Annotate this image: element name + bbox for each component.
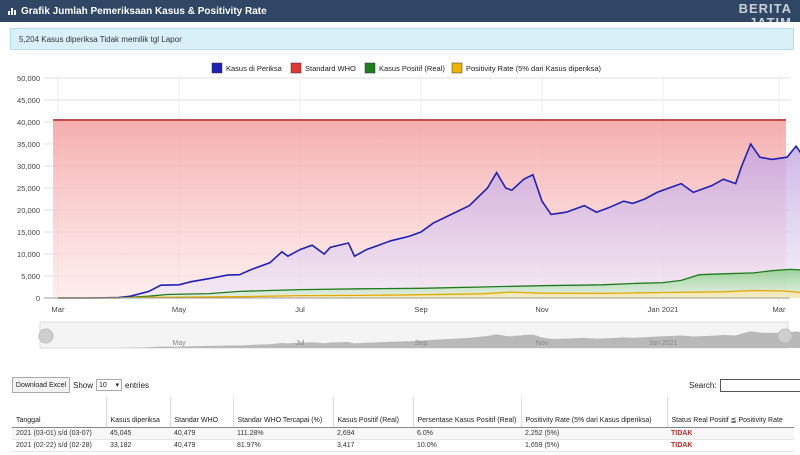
table-cell: 40,479 xyxy=(170,439,233,452)
table-cell: 2021 (02-22) s/d (02-28) xyxy=(12,439,106,452)
table-cell: 1,659 (5%) xyxy=(521,439,667,452)
data-table: Tanggal Kasus diperiksa Standar WHO Stan… xyxy=(12,397,794,452)
navigator-tick-label: Sep xyxy=(415,340,428,347)
x-tick-label: Mar xyxy=(773,305,786,314)
positif-line xyxy=(58,268,800,299)
y-tick-label: 5,000 xyxy=(21,272,40,281)
range-navigator[interactable]: May Jul Sep Nov Jan 2021 xyxy=(38,321,800,349)
table-cell: 10.0% xyxy=(413,439,521,452)
chart-header: Grafik Jumlah Pemeriksaan Kasus & Positi… xyxy=(0,0,800,22)
x-tick-label: Jul xyxy=(295,305,305,314)
entries-label: entries xyxy=(125,380,150,390)
legend-swatch xyxy=(211,62,223,74)
table-cell: 111.28% xyxy=(233,427,333,440)
table-row: 2021 (03-01) s/d (03-07) 45,045 40,479 1… xyxy=(12,427,794,440)
y-tick-label: 25,000 xyxy=(17,184,40,193)
column-header[interactable]: Status Real Positif ≦ Positivity Rate xyxy=(666,397,794,428)
column-header[interactable]: Tanggal xyxy=(12,397,106,428)
chart-legend: Kasus di Periksa Standard WHO Kasus Positi… xyxy=(211,62,602,74)
kasus-line xyxy=(58,142,800,299)
rate-line xyxy=(58,289,800,299)
column-header[interactable]: Kasus diperiksa xyxy=(105,397,170,428)
y-tick-label: 30,000 xyxy=(17,162,40,171)
x-axis: Mar May Jul Sep Nov Jan 2021 Mar xyxy=(44,297,790,314)
positif-area xyxy=(58,269,800,298)
search-input[interactable] xyxy=(719,379,800,392)
search-label: Search: xyxy=(689,381,717,390)
entries-control: Show 10 ▾ entries xyxy=(73,379,149,391)
y-tick-label: 15,000 xyxy=(17,228,40,237)
column-header[interactable]: Persentase Kasus Positif (Real) xyxy=(412,397,521,428)
column-header[interactable]: Standar WHO Tercapai (%) xyxy=(232,397,333,428)
x-tick-label: Sep xyxy=(414,305,427,314)
navigator-series xyxy=(58,331,800,348)
x-tick-label: Jan 2021 xyxy=(648,305,679,314)
table-cell: 2,694 xyxy=(333,427,413,440)
legend-item: Standard WHO xyxy=(305,64,356,73)
legend-item: Kasus di Periksa xyxy=(226,64,283,73)
legend-swatch xyxy=(451,62,463,74)
y-tick-label: 10,000 xyxy=(17,250,40,259)
rate-area xyxy=(58,290,800,298)
column-header[interactable]: Standar WHO xyxy=(169,397,233,428)
navigator-tick-label: Jan 2021 xyxy=(649,340,678,347)
download-excel-button[interactable]: Download Excel xyxy=(12,377,70,393)
x-tick-label: Mar xyxy=(52,305,65,314)
status-badge: TIDAK xyxy=(667,439,794,452)
chart-header-title: Grafik Jumlah Pemeriksaan Kasus & Positi… xyxy=(21,5,267,17)
area-chart: Kasus di Periksa Standard WHO Kasus Positi… xyxy=(17,62,800,349)
legend-swatch xyxy=(364,62,376,74)
table-header-row: Tanggal Kasus diperiksa Standar WHO Stan… xyxy=(12,397,794,428)
table-cell: 3,417 xyxy=(333,439,413,452)
status-badge: TIDAK xyxy=(667,427,794,440)
chart-plot xyxy=(53,119,800,299)
y-tick-label: 40,000 xyxy=(17,118,40,127)
y-tick-label: 35,000 xyxy=(17,140,40,149)
legend-item: Positivity Rate (5% dari Kasus diperiksa… xyxy=(466,64,602,73)
x-tick-label: May xyxy=(172,305,186,314)
y-tick-label: 20,000 xyxy=(17,206,40,215)
kasus-area xyxy=(58,144,800,298)
chevron-down-icon: ▾ xyxy=(115,382,120,389)
navigator-tick-label: Nov xyxy=(536,340,549,347)
table-cell: 40,479 xyxy=(170,427,233,440)
table-row: 2021 (02-22) s/d (02-28) 33,182 40,479 8… xyxy=(12,439,794,452)
watermark-logo: BERITA JATIM xyxy=(738,1,792,30)
column-header[interactable]: Positivity Rate (5% dari Kasus diperiksa… xyxy=(520,397,667,428)
navigator-handle-right[interactable] xyxy=(777,328,793,344)
table-cell: 2,252 (5%) xyxy=(521,427,667,440)
info-alert-text: 5,204 Kasus diperiksa Tidak memilik tgl … xyxy=(19,34,182,44)
x-tick-label: Nov xyxy=(535,305,549,314)
table-cell: 2021 (03-01) s/d (03-07) xyxy=(12,427,106,440)
search-control: Search: xyxy=(689,379,800,392)
table-cell: 33,182 xyxy=(106,439,170,452)
legend-item: Kasus Positif (Real) xyxy=(379,64,445,73)
y-tick-label: 0 xyxy=(36,294,40,303)
navigator-handle-left[interactable] xyxy=(38,328,54,344)
entries-select[interactable]: 10 ▾ xyxy=(96,379,123,391)
legend-swatch xyxy=(290,62,302,74)
table-cell: 6.0% xyxy=(413,427,521,440)
bar-chart-icon xyxy=(8,7,17,15)
table-controls: Download Excel Show 10 ▾ entries Search: xyxy=(0,372,800,396)
navigator-tick-label: Jul xyxy=(296,340,305,347)
table-cell: 45,045 xyxy=(106,427,170,440)
info-alert: 5,204 Kasus diperiksa Tidak memilik tgl … xyxy=(10,28,794,50)
y-tick-label: 45,000 xyxy=(17,96,40,105)
table-cell: 81.97% xyxy=(233,439,333,452)
column-header[interactable]: Kasus Positif (Real) xyxy=(332,397,413,428)
y-tick-label: 50,000 xyxy=(17,74,40,83)
navigator-tick-label: May xyxy=(172,340,186,347)
y-axis: 0 5,000 10,000 15,000 20,000 25,000 30,000 35,0… xyxy=(17,74,40,303)
show-label: Show xyxy=(73,380,94,390)
